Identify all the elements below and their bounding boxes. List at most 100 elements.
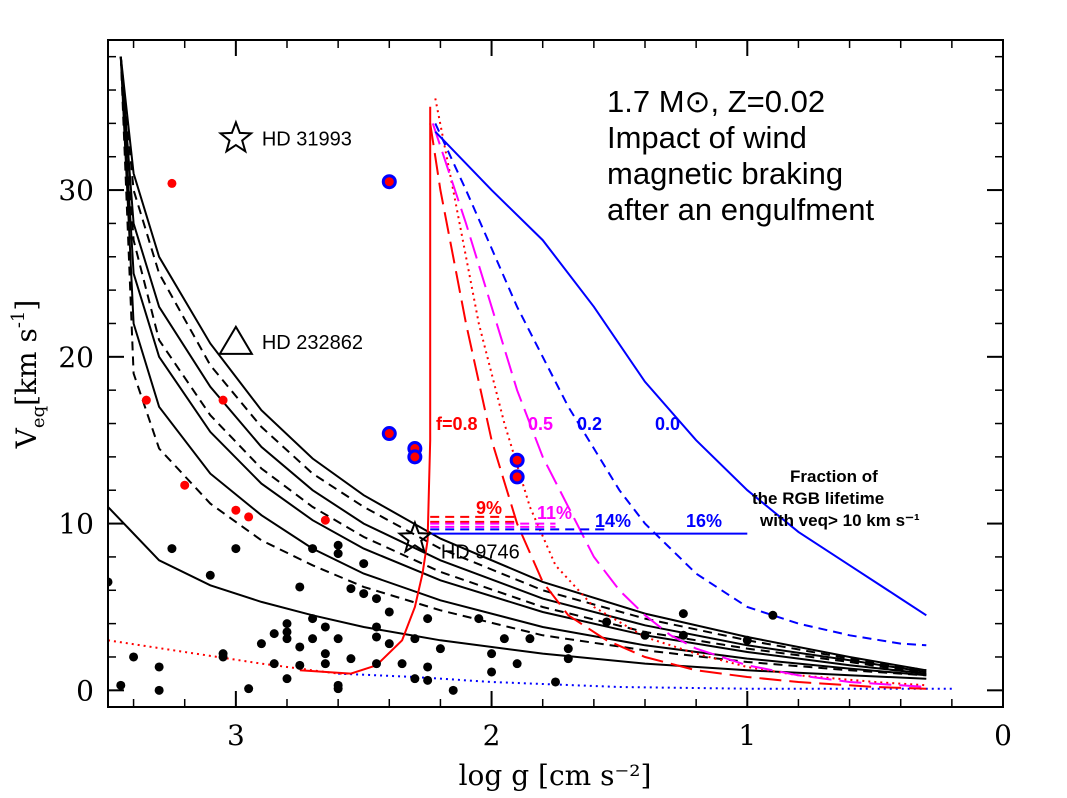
curve <box>434 131 927 617</box>
x-tick-label: 1 <box>738 719 756 752</box>
point <box>372 622 381 632</box>
point <box>333 634 343 644</box>
point <box>551 677 560 687</box>
point <box>295 660 305 670</box>
curve <box>119 56 927 675</box>
y-axis-label-part: ] <box>10 300 43 311</box>
point <box>231 544 241 554</box>
fraction-label: 14% <box>595 511 631 531</box>
x-tick-label: 2 <box>483 719 501 752</box>
y-axis-label: Veq[km s-1] <box>8 300 49 450</box>
fraction-label: 11% <box>537 503 572 523</box>
point <box>154 685 164 695</box>
point <box>410 634 420 644</box>
point <box>308 544 318 554</box>
y-tick-label: 10 <box>58 508 94 541</box>
point <box>640 630 650 640</box>
point <box>129 652 139 662</box>
point <box>563 654 573 664</box>
point <box>167 178 177 188</box>
point <box>295 642 305 652</box>
point <box>295 582 305 592</box>
curve <box>119 56 927 677</box>
point <box>423 662 433 672</box>
fraction-label: 16% <box>686 511 722 531</box>
y-tick-label: 30 <box>58 174 94 207</box>
point <box>282 674 292 684</box>
point <box>372 594 381 604</box>
y-axis-label-part: [km s <box>10 328 43 406</box>
point <box>768 610 778 620</box>
point <box>269 629 279 639</box>
point <box>423 675 433 685</box>
point <box>512 659 522 669</box>
curve-label: 0.2 <box>577 414 602 434</box>
point <box>742 635 752 645</box>
point <box>108 577 113 587</box>
y-axis-label-part: V <box>10 427 43 449</box>
point <box>269 659 279 669</box>
point <box>563 644 573 654</box>
point <box>333 540 343 550</box>
curve-label: 0.5 <box>528 414 553 434</box>
point <box>346 584 356 594</box>
point <box>678 609 688 619</box>
point <box>333 549 343 559</box>
point <box>448 685 458 695</box>
point <box>218 652 228 662</box>
point <box>180 480 190 490</box>
curve <box>434 122 927 647</box>
point <box>308 614 318 624</box>
point <box>141 395 151 405</box>
point <box>320 649 330 659</box>
point <box>231 505 241 515</box>
point <box>256 639 266 649</box>
curve <box>299 106 432 675</box>
point <box>372 632 381 642</box>
curve <box>108 506 927 680</box>
point <box>423 614 433 624</box>
point <box>346 654 356 664</box>
curve <box>119 56 927 677</box>
point <box>333 684 343 694</box>
y-tick-label: 20 <box>58 341 94 374</box>
point <box>320 622 330 632</box>
y-tick-label: 0 <box>76 674 94 707</box>
series-layer <box>108 56 952 695</box>
point <box>499 634 509 644</box>
annotation: magnetic braking <box>607 156 843 191</box>
point <box>359 559 369 569</box>
point <box>678 630 688 640</box>
point <box>384 639 394 649</box>
point <box>602 617 612 627</box>
star-marker <box>217 119 254 154</box>
frame <box>107 39 1004 708</box>
point <box>154 662 164 672</box>
curve <box>429 123 927 690</box>
point <box>487 667 497 677</box>
point <box>509 452 525 468</box>
annotation: Fraction of <box>790 467 878 486</box>
point <box>474 614 484 624</box>
point <box>205 570 215 580</box>
point <box>244 512 254 522</box>
fraction-label: 9% <box>476 498 502 518</box>
marker-label: HD 232862 <box>262 332 363 354</box>
point <box>384 607 394 617</box>
curve <box>119 56 927 673</box>
annotation: with veq> 10 km s⁻¹ <box>759 511 920 530</box>
point <box>167 544 177 554</box>
point <box>381 174 397 190</box>
curve-label: f=0.8 <box>436 414 478 434</box>
y-axis-label-part: eq <box>28 406 49 428</box>
annotation: 1.7 M⊙, Z=0.02 <box>607 84 825 119</box>
point <box>397 659 407 669</box>
curve <box>119 56 927 675</box>
point <box>525 634 535 644</box>
y-axis-label-part: -1 <box>8 311 29 329</box>
point <box>372 659 381 669</box>
triangle-marker <box>218 324 254 355</box>
x-tick-label: 0 <box>994 719 1012 752</box>
x-tick-label: 3 <box>227 719 245 752</box>
